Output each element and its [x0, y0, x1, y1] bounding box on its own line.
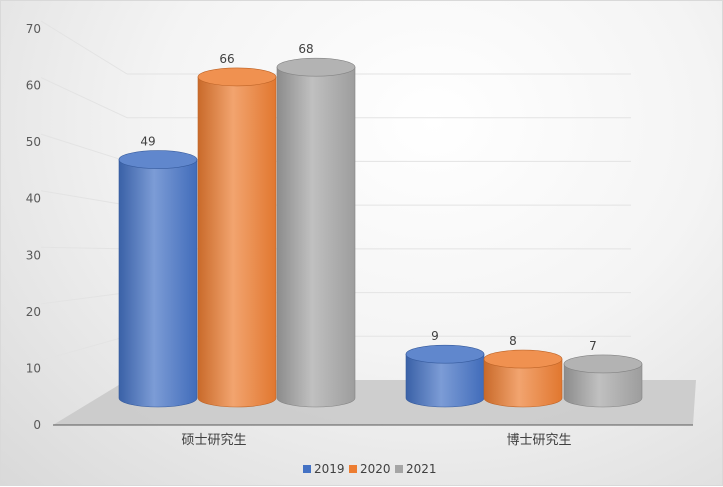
bar-2020-1: [483, 349, 563, 408]
y-tick-label: 20: [26, 305, 41, 319]
bar-top: [483, 349, 563, 369]
bar-top: [118, 150, 198, 169]
y-tick-label: 30: [26, 248, 41, 262]
gridline-diagonal: [40, 20, 128, 75]
y-tick-label: 50: [26, 135, 41, 149]
y-tick-label: 0: [33, 418, 41, 432]
y-tick-label: 40: [26, 192, 41, 206]
category-label: 硕士研究生: [181, 433, 246, 448]
bar-body: [483, 358, 563, 408]
data-label: 8: [509, 334, 517, 348]
gridline-diagonal: [40, 335, 128, 361]
bar-body: [118, 159, 198, 408]
category-label: 博士研究生: [506, 433, 571, 448]
legend-entry: 2019: [314, 462, 345, 476]
bar-top: [276, 57, 356, 77]
gridline-diagonal: [40, 292, 128, 305]
gridline-diagonal: [40, 246, 128, 250]
axes: 0 10 20 30 40 50 60 70 硕士研究生 博士研究生: [26, 22, 693, 448]
y-tick-label: 70: [26, 22, 41, 36]
data-label: 9: [431, 329, 439, 343]
bar-body: [276, 66, 356, 408]
bar-body: [563, 363, 643, 408]
data-label: 68: [298, 42, 313, 56]
data-labels: 49 66 68 9 8 7: [140, 42, 596, 353]
gridline-diagonal: [40, 190, 128, 206]
bar-top: [405, 344, 485, 364]
data-label: 49: [140, 135, 155, 149]
bar-2020-0: [197, 67, 277, 408]
gridline-diagonal: [40, 133, 128, 162]
legend-swatch: [303, 465, 311, 473]
bars: [118, 57, 643, 408]
legend-entry: 2020: [360, 462, 391, 476]
bar-body: [405, 353, 485, 408]
legend-swatch: [395, 465, 403, 473]
bar-2019-1: [405, 344, 485, 408]
bar-body: [197, 76, 277, 408]
bar-2021-1: [563, 354, 643, 408]
legend: 2019 2020 2021: [303, 462, 437, 476]
bar-2021-0: [276, 57, 356, 408]
y-tick-label: 10: [26, 361, 41, 375]
legend-swatch: [349, 465, 357, 473]
bar-top: [563, 354, 643, 374]
bar-top: [197, 67, 277, 87]
data-label: 7: [589, 339, 597, 353]
data-label: 66: [219, 52, 234, 66]
y-tick-label: 60: [26, 79, 41, 93]
bar-2019-0: [118, 150, 198, 408]
gridline-diagonal: [40, 77, 128, 119]
legend-entry: 2021: [406, 462, 437, 476]
